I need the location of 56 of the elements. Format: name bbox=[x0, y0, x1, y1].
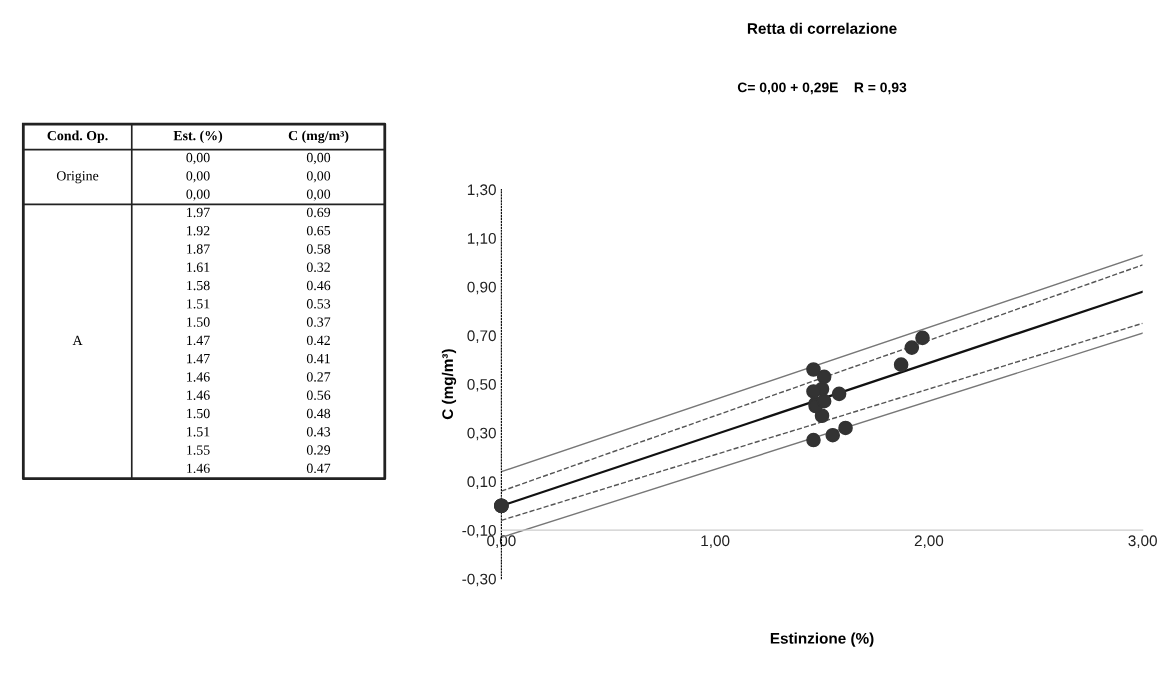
y-axis-title: C (mg/m³) bbox=[441, 349, 457, 420]
text: 1.58 bbox=[187, 280, 210, 291]
text: 0.69 bbox=[306, 207, 331, 218]
text: 0.56 bbox=[306, 390, 331, 400]
text: 0.48 bbox=[306, 408, 331, 419]
text: 1.47 bbox=[187, 354, 210, 364]
text: 0.46 bbox=[306, 280, 331, 291]
text: 0.32 bbox=[306, 262, 330, 272]
x-tick-label: 3,00 bbox=[1128, 535, 1157, 548]
text: 1.47 bbox=[187, 335, 210, 346]
text: 0.43 bbox=[306, 427, 331, 437]
text: 0.41 bbox=[306, 353, 330, 364]
y-tick-label: -0,30 bbox=[462, 573, 496, 587]
text: 0.29 bbox=[306, 445, 331, 455]
text: 1.50 bbox=[187, 317, 210, 327]
text: 0.58 bbox=[306, 244, 331, 254]
y-tick-label: 1,10 bbox=[467, 233, 496, 246]
text: 0,00 bbox=[186, 189, 210, 201]
text: 1.46 bbox=[187, 390, 210, 400]
chart-subtitle: C= 0,00 + 0,29E R = 0,93 bbox=[737, 82, 907, 95]
text: 0,00 bbox=[306, 152, 331, 165]
text: 1.92 bbox=[187, 226, 210, 236]
x-tick-label: 1,00 bbox=[701, 535, 730, 548]
text: 1.51 bbox=[187, 299, 210, 309]
text: 1.50 bbox=[187, 408, 210, 419]
text: 1.87 bbox=[187, 244, 210, 254]
text: Origine bbox=[56, 171, 99, 184]
text: 1.61 bbox=[187, 262, 210, 272]
y-tick-label: 0,50 bbox=[467, 378, 496, 392]
text: 1.46 bbox=[187, 372, 210, 382]
y-tick-label: 0,90 bbox=[467, 281, 496, 295]
y-tick-label: 0,30 bbox=[467, 427, 496, 441]
text: 0.27 bbox=[306, 372, 331, 382]
text: 0,00 bbox=[186, 152, 210, 165]
text: 1.97 bbox=[187, 207, 210, 218]
text: 1.51 bbox=[187, 427, 210, 437]
y-tick-label: 0,10 bbox=[467, 476, 496, 489]
text: 0,00 bbox=[306, 171, 331, 183]
category-label: Est. (%) bbox=[173, 130, 223, 144]
text: 0.37 bbox=[306, 317, 331, 327]
x-tick-label: 2,00 bbox=[914, 535, 944, 548]
text: 0.42 bbox=[306, 335, 330, 346]
text: 0.53 bbox=[306, 299, 331, 309]
text: 0.47 bbox=[306, 463, 331, 474]
text: 0.65 bbox=[306, 225, 331, 236]
text: 0,00 bbox=[186, 171, 210, 183]
y-tick-label: 1,30 bbox=[467, 184, 496, 197]
chart-title: Retta di correlazione bbox=[747, 22, 897, 34]
y-tick-label: 0,70 bbox=[467, 330, 496, 343]
category-label: C (mg/m³) bbox=[288, 130, 349, 144]
x-axis-title: Estinzione (%) bbox=[770, 632, 874, 647]
text: A bbox=[72, 335, 83, 345]
category-label: Cond. Op. bbox=[47, 130, 108, 144]
text: 1.55 bbox=[187, 445, 210, 455]
text: 1.46 bbox=[187, 463, 210, 474]
text: 0,00 bbox=[306, 189, 331, 201]
